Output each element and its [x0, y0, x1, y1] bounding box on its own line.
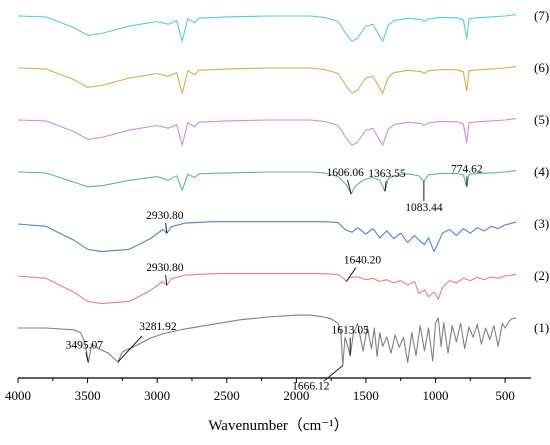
x-tick-label: 3500: [75, 388, 101, 403]
annotation-leader: [323, 365, 344, 382]
series-label-6: (6): [534, 60, 549, 75]
series-line-1: [18, 314, 517, 367]
annotation-label: 3281.92: [139, 321, 177, 333]
annotation-label: 1613.05: [331, 325, 369, 337]
x-tick-label: 1500: [353, 388, 379, 403]
series-label-5: (5): [534, 112, 549, 127]
annotation-label: 2930.80: [146, 262, 184, 274]
annotation-leader: [347, 179, 352, 195]
annotation-label: 1606.06: [326, 167, 364, 179]
annotation-label: 1666.12: [292, 380, 330, 392]
x-tick-label: 3000: [144, 388, 170, 403]
x-tick-label: 1000: [423, 388, 449, 403]
series-line-6: [17, 66, 517, 94]
annotation-label: 2930.80: [146, 210, 184, 222]
annotation-leader: [346, 267, 357, 282]
annotation-leader: [165, 223, 168, 234]
annotation-leader: [85, 352, 89, 363]
annotation-label: 1363.55: [368, 168, 406, 180]
peak-annotations: 774.62 1363.55 1606.06 1083.44 2930.80 2930.8…: [66, 163, 483, 392]
x-tick-label: 2000: [283, 388, 309, 403]
annotation-label: 774.62: [451, 163, 483, 175]
series-label-7: (7): [534, 8, 549, 23]
series-line-2: [17, 273, 517, 305]
annotation-label: 3495.07: [66, 339, 104, 351]
x-tick-label: 4000: [5, 388, 31, 403]
series-line-7: [17, 14, 517, 42]
series-labels: (7) (6) (5) (4) (3) (2) (1): [534, 8, 549, 335]
annotation-leader: [117, 335, 143, 363]
series-line-4: [17, 170, 517, 195]
x-tick-label: 500: [495, 388, 515, 403]
series-label-3: (3): [534, 216, 549, 231]
series-line-5: [17, 118, 517, 146]
annotation-label: 1640.20: [344, 254, 382, 266]
x-axis-title: Wavenumber（cm⁻¹）: [208, 417, 348, 434]
annotation-label: 1083.44: [405, 202, 443, 214]
series-label-4: (4): [534, 164, 549, 179]
annotation-leader: [384, 181, 387, 192]
series-line-3: [17, 221, 517, 253]
series-label-2: (2): [534, 268, 549, 283]
x-tick-label: 2500: [214, 388, 240, 403]
annotation-leader: [165, 275, 168, 286]
x-axis: 4000 3500 3000 2500 2000 1500 1000 500: [5, 377, 531, 403]
spectra-traces: [17, 14, 517, 367]
series-label-1: (1): [534, 320, 549, 335]
